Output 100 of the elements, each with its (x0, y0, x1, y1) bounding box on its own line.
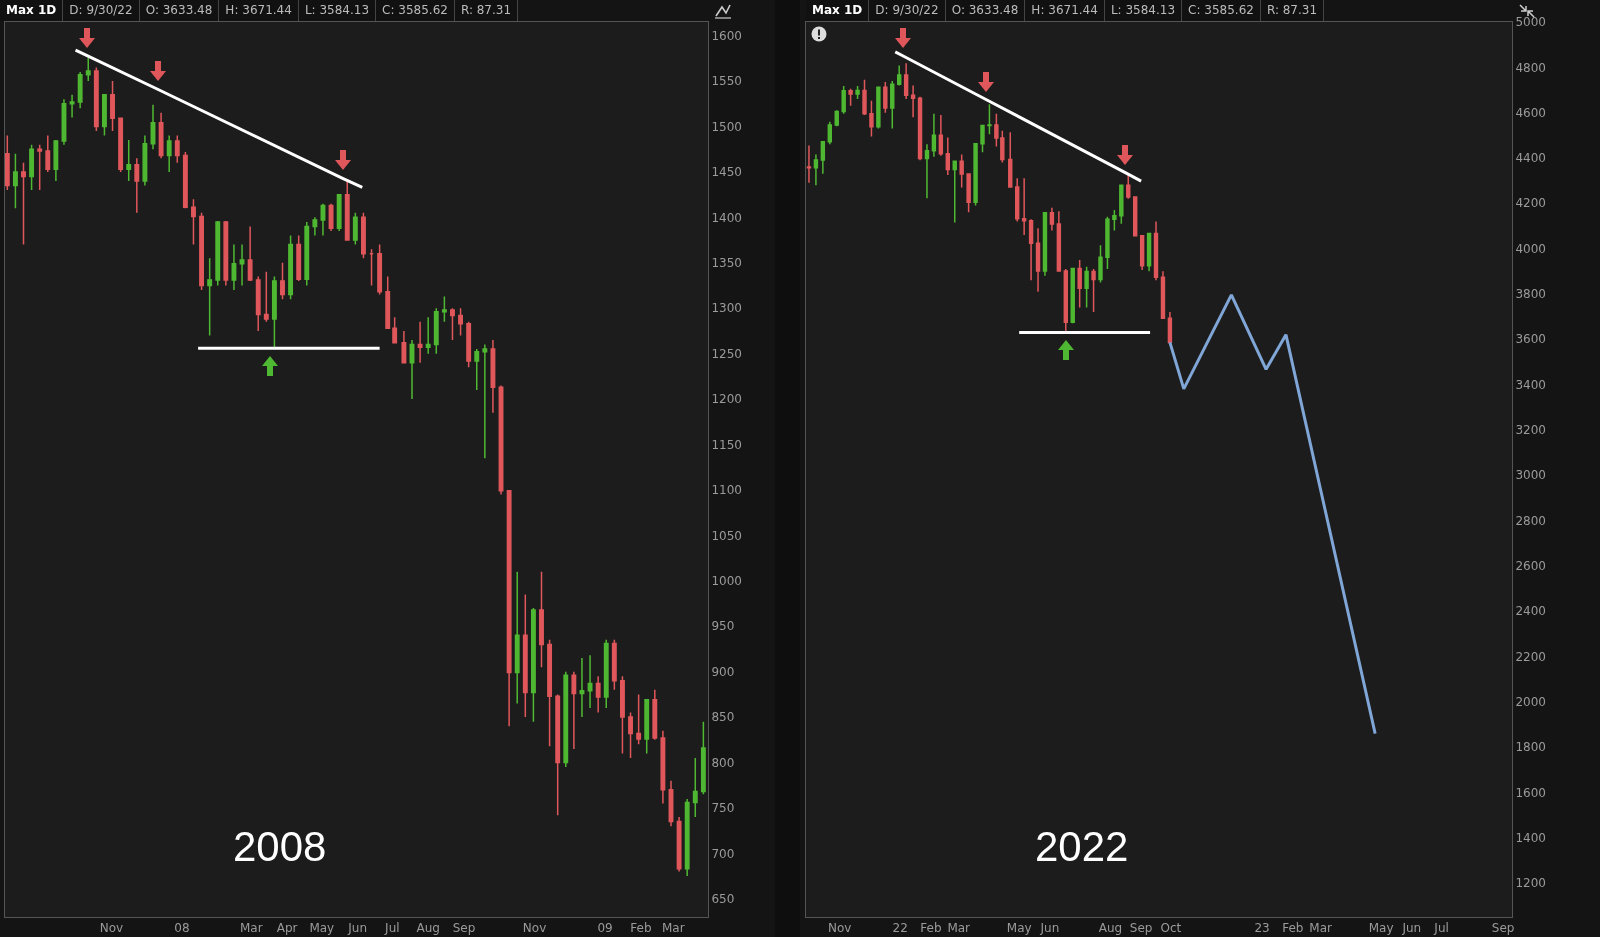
x-tick-label: Jun (1401, 921, 1422, 936)
candlestick (1063, 268, 1068, 332)
x-tick-label: Mar (1309, 921, 1333, 936)
candlestick (938, 114, 944, 157)
y-tick-label: 1150 (711, 437, 742, 452)
y-tick-label: 3200 (1515, 423, 1546, 438)
candlestick (247, 225, 253, 282)
candlestick (369, 248, 374, 287)
x-tick-label: Sep (1129, 921, 1153, 936)
candlestick (841, 85, 846, 115)
candlestick (207, 257, 213, 337)
candlestick (834, 109, 839, 127)
candlestick (5, 134, 10, 191)
candlestick (1112, 209, 1117, 232)
y-tick-label: 4200 (1515, 196, 1546, 211)
candlestick (506, 489, 512, 727)
candlestick (931, 113, 937, 158)
y-tick-label: 1200 (1515, 876, 1546, 891)
candlestick (93, 66, 99, 132)
x-tick-label: Apr (276, 921, 298, 936)
y-tick-label: 1550 (711, 74, 742, 89)
candlestick (150, 103, 156, 150)
candlestick (806, 144, 812, 184)
candlestick (490, 339, 496, 414)
candlestick (603, 639, 609, 709)
text: O: 3633.48 (945, 0, 1026, 21)
candlestick (660, 729, 666, 805)
candlestick (85, 56, 91, 82)
y-tick-label: 1600 (711, 28, 742, 43)
candlestick (1035, 227, 1041, 293)
candlestick (813, 153, 819, 186)
text: Max 1D (806, 0, 870, 21)
x-tick-label: Mar (947, 921, 971, 936)
candlestick (280, 262, 285, 300)
x-tick-label: Jun (347, 921, 368, 936)
candlestick (1049, 207, 1055, 232)
x-tick-label: Jul (1433, 921, 1449, 936)
candlestick (466, 321, 472, 369)
candlestick (392, 316, 398, 344)
candlestick (53, 139, 59, 182)
y-tick-label: 1000 (711, 574, 742, 589)
y-tick-label: 3400 (1515, 377, 1546, 392)
y-tick-label: 1400 (711, 210, 742, 225)
text: Max 1D (0, 0, 64, 21)
text: C: 3585.62 (376, 0, 455, 21)
y-tick-label: 1250 (711, 346, 742, 361)
x-tick-label: Nov (828, 921, 852, 936)
y-tick-label: 850 (711, 710, 735, 725)
y-tick-label: 1050 (711, 528, 742, 543)
y-tick-label: 900 (711, 664, 735, 679)
x-tick-label: May (309, 921, 335, 936)
x-tick-label: 22 (892, 921, 908, 936)
candlestick (952, 160, 957, 224)
y-tick-label: 4800 (1515, 60, 1546, 75)
candlestick (910, 84, 916, 118)
candlestick (855, 85, 860, 100)
candlestick (1091, 268, 1096, 313)
y-tick-label: 4600 (1515, 105, 1546, 120)
candlestick (191, 198, 196, 246)
candlestick (924, 143, 930, 200)
x-tick-label: Oct (1160, 921, 1182, 936)
candlestick (425, 316, 431, 355)
candlestick (903, 62, 909, 100)
y-tick-label: 950 (711, 619, 735, 634)
candlestick (29, 143, 35, 191)
y-tick-label: 2400 (1515, 604, 1546, 619)
y-tick-label: 1600 (1515, 785, 1546, 800)
x-tick-label: 08 (174, 921, 190, 936)
y-tick-label: 2800 (1515, 513, 1546, 528)
candlestick (587, 654, 593, 709)
candlestick (101, 93, 107, 137)
y-tick-label: 2200 (1515, 649, 1546, 664)
candlestick (482, 343, 488, 459)
candlestick (628, 711, 633, 759)
candlestick (692, 757, 698, 818)
candlestick (182, 151, 188, 210)
candlestick (1015, 177, 1020, 223)
candlestick (360, 212, 366, 259)
candlestick (474, 348, 480, 391)
text: O: 3633.48 (139, 0, 220, 21)
candlestick (1153, 220, 1159, 282)
candlestick (1084, 265, 1089, 309)
candlestick (1098, 244, 1103, 284)
y-tick-label: 1400 (1515, 830, 1546, 845)
candlestick (174, 134, 180, 164)
text: D: 9/30/22 (63, 0, 140, 21)
candlestick (539, 570, 544, 668)
y-tick-label: 750 (711, 801, 735, 816)
y-tick-label: 1500 (711, 119, 742, 134)
text: L: 3584.13 (1104, 0, 1183, 21)
candlestick (980, 124, 985, 154)
y-tick-label: 800 (711, 755, 735, 770)
candlestick (126, 139, 132, 182)
candlestick (263, 271, 269, 323)
y-tick-label: 2000 (1515, 694, 1546, 709)
candlestick (611, 639, 617, 691)
candlestick (223, 220, 229, 287)
candlestick (45, 134, 51, 173)
candlestick (636, 693, 642, 746)
x-tick-label: Jul (384, 921, 400, 936)
